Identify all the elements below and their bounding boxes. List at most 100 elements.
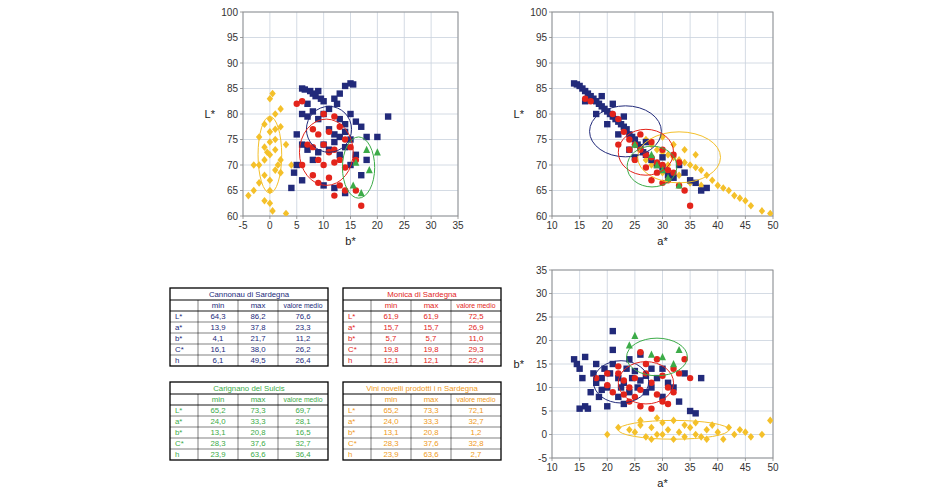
point xyxy=(648,435,654,443)
point xyxy=(748,202,754,210)
point xyxy=(698,375,704,381)
point xyxy=(261,197,267,205)
point xyxy=(687,203,693,209)
table-rule xyxy=(343,394,501,395)
ellipse xyxy=(618,420,729,439)
tick-label: 15 xyxy=(574,462,586,473)
tick xyxy=(549,458,552,459)
tick xyxy=(549,114,552,115)
tick-label: 30 xyxy=(426,220,438,231)
cell: 76,6 xyxy=(295,312,310,321)
point xyxy=(299,98,305,104)
point xyxy=(621,129,627,135)
column-header: valore medio xyxy=(457,396,496,403)
tick-label: 20 xyxy=(602,220,614,231)
tick-label: 35 xyxy=(536,265,548,276)
point xyxy=(347,111,353,117)
point xyxy=(264,148,270,156)
grid-line xyxy=(552,317,773,318)
series xyxy=(626,332,683,367)
tick-label: 10 xyxy=(536,382,548,393)
ellipse xyxy=(618,362,673,404)
ellipse xyxy=(342,137,374,198)
point xyxy=(676,171,682,179)
point xyxy=(615,116,621,122)
tick xyxy=(607,458,608,461)
tick xyxy=(690,458,691,461)
cell: 12,1 xyxy=(423,356,438,365)
cell: 65,2 xyxy=(383,406,398,415)
point xyxy=(759,431,765,439)
point xyxy=(631,141,638,148)
point xyxy=(637,131,643,137)
tick-label: 85 xyxy=(536,83,548,94)
tick xyxy=(549,293,552,294)
cell: 5,7 xyxy=(426,334,437,343)
row-label: L* xyxy=(348,406,355,415)
point xyxy=(604,370,610,376)
cell: 24,0 xyxy=(210,417,226,426)
tick xyxy=(549,317,552,318)
tick-label: 5 xyxy=(541,406,547,417)
point xyxy=(626,426,632,434)
tick xyxy=(717,458,718,461)
table-rule xyxy=(198,300,199,366)
tick xyxy=(549,37,552,38)
row-label: b* xyxy=(348,428,355,437)
grid-line xyxy=(243,88,458,89)
grid xyxy=(552,270,773,458)
point xyxy=(687,408,693,414)
cell: 28,1 xyxy=(295,417,310,426)
tick xyxy=(579,458,580,461)
ellipse xyxy=(618,129,673,175)
plot-frame xyxy=(552,270,773,458)
point xyxy=(272,136,278,144)
point xyxy=(626,136,632,142)
point xyxy=(374,134,380,140)
cell: 65,2 xyxy=(210,406,225,415)
point xyxy=(632,428,638,436)
point xyxy=(631,332,638,339)
chart: -5051015202530356065707580859095100b*L* xyxy=(205,7,464,248)
point xyxy=(742,197,748,205)
point xyxy=(737,426,743,434)
row-label: a* xyxy=(348,417,355,426)
point xyxy=(582,354,588,360)
row-label: L* xyxy=(175,406,182,415)
tick xyxy=(549,340,552,341)
tick-label: 20 xyxy=(372,220,384,231)
cell: 12,1 xyxy=(383,356,398,365)
cell: 13,1 xyxy=(383,428,398,437)
tick xyxy=(549,387,552,388)
cell: 23,9 xyxy=(383,450,398,459)
tick-label: 65 xyxy=(536,185,548,196)
tick xyxy=(549,411,552,412)
point xyxy=(632,157,638,163)
cell: 33,3 xyxy=(423,417,438,426)
point xyxy=(615,131,621,137)
row-label: C* xyxy=(348,345,357,354)
point xyxy=(720,435,726,443)
table-title: Carignano del Sulcis xyxy=(213,384,285,393)
cell: 28,3 xyxy=(383,439,398,448)
point xyxy=(659,154,665,160)
point xyxy=(576,405,582,411)
grid-line xyxy=(552,340,773,341)
data xyxy=(571,80,773,216)
row-label: C* xyxy=(348,439,357,448)
table-rule xyxy=(451,394,452,460)
point xyxy=(337,182,343,188)
cell: 33,3 xyxy=(250,417,265,426)
point xyxy=(643,164,649,170)
cell: 5,7 xyxy=(386,334,397,343)
tick-label: -5 xyxy=(239,220,248,231)
data xyxy=(571,328,773,443)
point xyxy=(767,210,773,216)
cell: 6,1 xyxy=(213,356,224,365)
point xyxy=(320,162,326,168)
point xyxy=(692,410,698,416)
point xyxy=(692,419,698,427)
tick-label: 95 xyxy=(227,32,239,43)
row-label: b* xyxy=(348,334,355,343)
point xyxy=(659,353,666,360)
